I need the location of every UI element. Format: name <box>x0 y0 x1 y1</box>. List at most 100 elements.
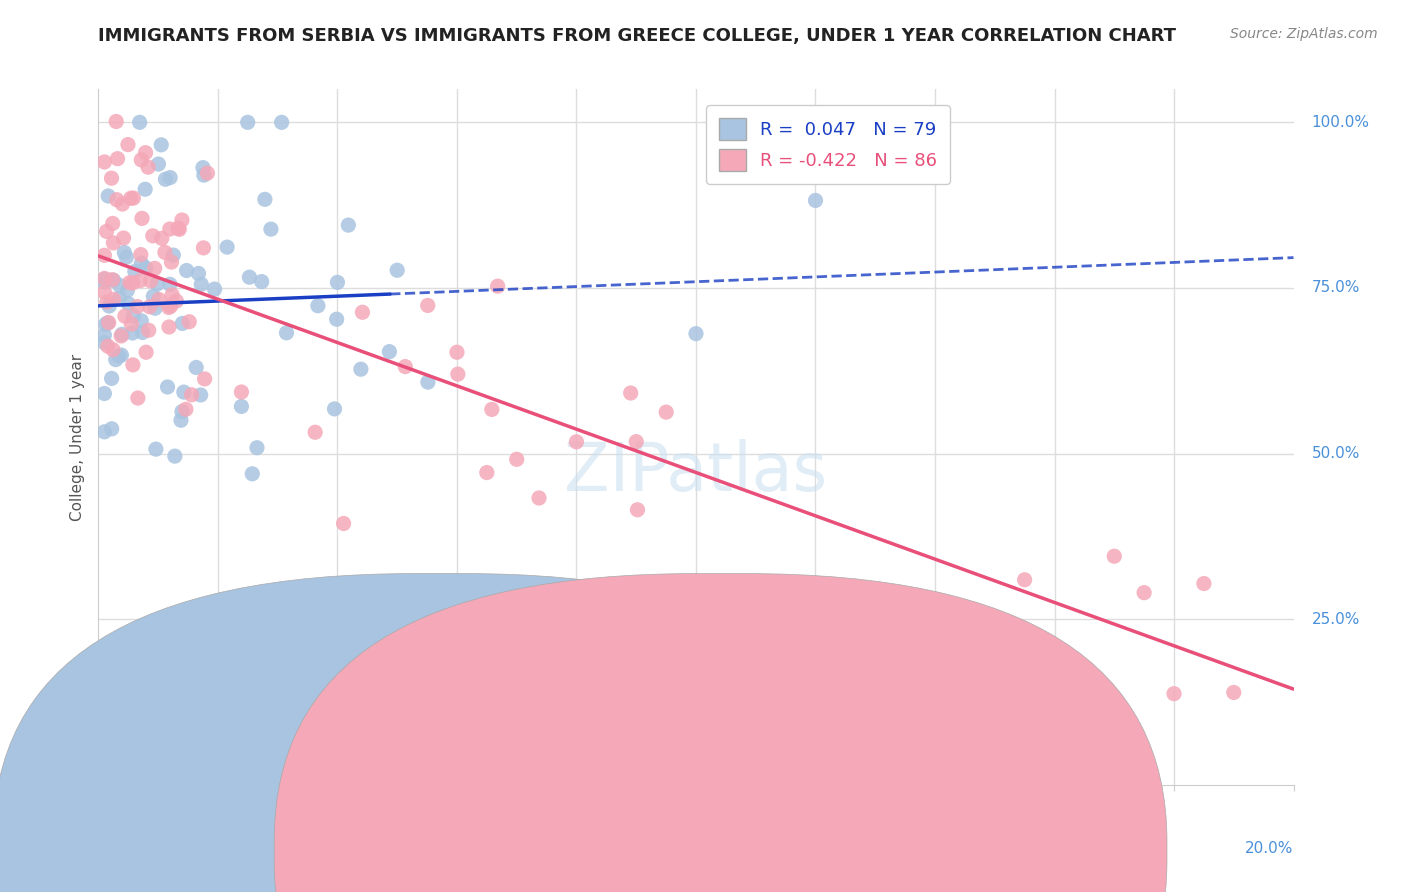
Point <box>117 137 139 152</box>
Point <box>148 157 170 171</box>
Point <box>304 425 326 440</box>
Point <box>323 401 346 416</box>
Point <box>159 299 181 313</box>
Point <box>163 449 186 463</box>
Text: 50.0%: 50.0% <box>1312 446 1360 461</box>
Point <box>142 289 165 303</box>
Point <box>174 402 197 417</box>
Point <box>108 291 131 305</box>
Point <box>194 372 217 386</box>
Point <box>416 375 439 389</box>
Point <box>110 348 132 362</box>
Point <box>103 293 125 307</box>
Point <box>416 298 439 312</box>
Point <box>97 316 120 330</box>
Point <box>122 309 145 323</box>
Point <box>98 273 121 287</box>
Point <box>173 385 195 400</box>
Point <box>108 349 131 363</box>
Point <box>135 345 157 359</box>
Text: 75.0%: 75.0% <box>1312 280 1360 295</box>
Text: 25.0%: 25.0% <box>1312 612 1360 627</box>
Point <box>97 339 120 353</box>
Text: ZIPatlas: ZIPatlas <box>564 439 828 505</box>
Point <box>120 191 142 205</box>
Point <box>326 276 349 290</box>
Point <box>114 309 136 323</box>
Point <box>118 276 141 290</box>
Point <box>103 273 125 287</box>
Text: Immigrants from Serbia: Immigrants from Serbia <box>429 840 612 855</box>
Point <box>127 300 149 314</box>
Point <box>447 367 470 381</box>
Point <box>143 261 166 276</box>
Point <box>1104 549 1126 564</box>
Point <box>93 425 115 439</box>
Point <box>307 299 329 313</box>
Point <box>160 255 183 269</box>
Point <box>1223 685 1246 699</box>
Point <box>170 404 193 418</box>
Point <box>169 222 191 236</box>
Point <box>193 168 215 182</box>
Point <box>112 231 135 245</box>
Point <box>159 222 181 236</box>
Point <box>352 305 374 319</box>
Point <box>250 275 273 289</box>
Point <box>394 359 416 374</box>
Point <box>172 317 194 331</box>
Point <box>260 222 283 236</box>
Point <box>231 384 253 399</box>
Point <box>167 221 190 235</box>
Text: 100.0%: 100.0% <box>1312 115 1369 130</box>
Point <box>93 248 115 262</box>
Text: 20.0%: 20.0% <box>1246 840 1294 855</box>
Point <box>100 371 122 385</box>
Point <box>129 247 152 261</box>
Point <box>190 388 212 402</box>
Point <box>655 405 678 419</box>
Point <box>122 191 145 205</box>
Point <box>190 277 212 292</box>
Point <box>153 245 176 260</box>
Point <box>108 278 131 293</box>
Point <box>1163 687 1185 701</box>
Point <box>193 241 215 255</box>
Point <box>350 362 373 376</box>
Point <box>131 314 153 328</box>
Point <box>187 267 209 281</box>
Point <box>624 434 647 449</box>
Point <box>139 274 162 288</box>
Point <box>134 182 156 196</box>
Point <box>378 344 401 359</box>
Point <box>157 301 180 315</box>
Point <box>156 380 179 394</box>
Point <box>626 503 648 517</box>
Text: IMMIGRANTS FROM SERBIA VS IMMIGRANTS FROM GREECE COLLEGE, UNDER 1 YEAR CORRELATI: IMMIGRANTS FROM SERBIA VS IMMIGRANTS FRO… <box>98 27 1177 45</box>
Point <box>135 260 157 275</box>
Point <box>179 315 201 329</box>
Point <box>385 263 409 277</box>
Point <box>253 192 276 206</box>
Point <box>93 272 115 286</box>
Point <box>146 277 169 291</box>
Point <box>127 391 149 405</box>
Point <box>170 413 193 427</box>
Point <box>94 318 117 332</box>
Point <box>186 360 208 375</box>
Point <box>122 358 145 372</box>
Point <box>204 282 226 296</box>
Point <box>93 275 115 289</box>
Point <box>1014 573 1036 587</box>
Text: 0.0%: 0.0% <box>98 840 138 855</box>
Point <box>159 277 181 292</box>
Point <box>110 329 132 343</box>
Point <box>236 115 259 129</box>
Point <box>129 274 152 288</box>
Point <box>170 213 193 227</box>
Point <box>93 386 115 401</box>
Point <box>150 137 173 152</box>
Point <box>124 264 146 278</box>
Point <box>103 235 125 250</box>
Point <box>160 288 183 302</box>
